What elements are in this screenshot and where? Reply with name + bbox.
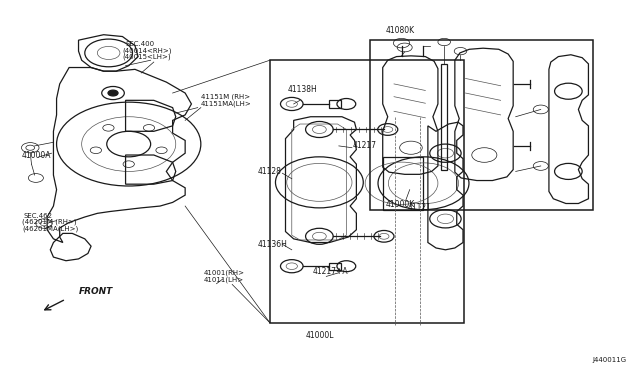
Text: 41011(LH>: 41011(LH> <box>204 276 244 283</box>
Text: SEC.400: SEC.400 <box>125 41 155 48</box>
Text: 41128: 41128 <box>257 167 281 176</box>
Text: 41001(RH>: 41001(RH> <box>204 270 245 276</box>
Text: FRONT: FRONT <box>79 287 113 296</box>
Text: SEC.462: SEC.462 <box>24 213 53 219</box>
Text: 41217+A: 41217+A <box>312 267 348 276</box>
Text: 41217: 41217 <box>353 141 376 150</box>
Text: 41000A: 41000A <box>22 151 52 160</box>
Text: (46201M (RH>): (46201M (RH>) <box>22 219 77 225</box>
Text: 41138H: 41138H <box>287 85 317 94</box>
Text: 41151MA(LH>: 41151MA(LH> <box>201 100 252 106</box>
Circle shape <box>108 90 118 96</box>
Bar <box>330 100 340 108</box>
Text: 41000L: 41000L <box>306 331 334 340</box>
Text: (40015<LH>): (40015<LH>) <box>122 54 171 60</box>
Text: (40014<RH>): (40014<RH>) <box>122 48 172 54</box>
Text: 41080K: 41080K <box>386 26 415 35</box>
Text: J440011G: J440011G <box>592 357 626 363</box>
Bar <box>330 263 340 270</box>
Bar <box>370 40 593 210</box>
Text: 41121: 41121 <box>408 203 432 212</box>
Text: 41151M (RH>: 41151M (RH> <box>201 94 250 100</box>
Text: 41136H: 41136H <box>257 240 287 249</box>
Bar <box>270 60 464 323</box>
Text: 41000K: 41000K <box>386 200 415 209</box>
Text: (46201MA(LH>): (46201MA(LH>) <box>22 225 78 231</box>
Bar <box>383 157 424 210</box>
